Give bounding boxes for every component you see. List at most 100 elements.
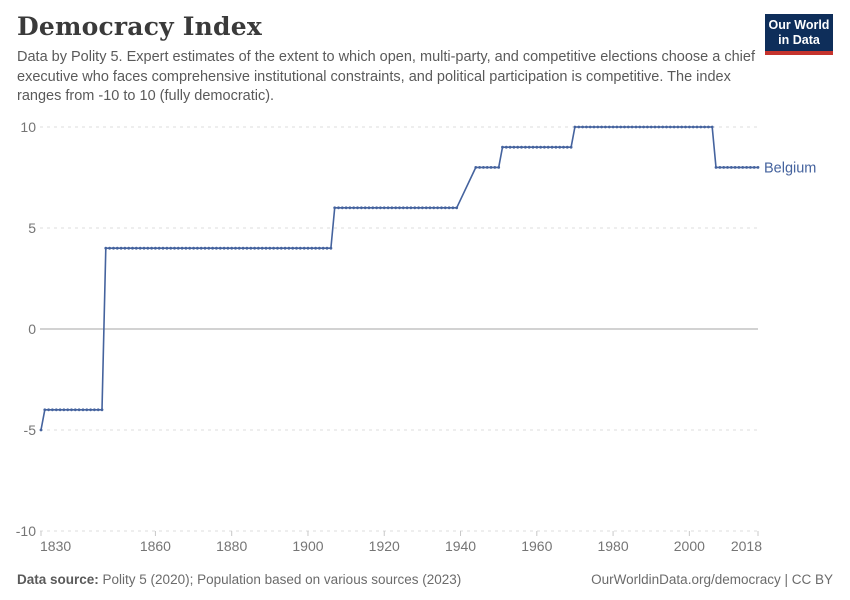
data-point xyxy=(642,125,645,129)
data-point xyxy=(451,206,455,210)
x-axis-label-1940: 1940 xyxy=(445,538,476,554)
x-axis-label-1880: 1880 xyxy=(216,538,247,554)
data-point xyxy=(638,125,642,129)
y-axis-label--5: -5 xyxy=(24,422,37,438)
data-point xyxy=(173,246,176,250)
data-point xyxy=(680,125,684,129)
data-point xyxy=(623,125,626,129)
data-point xyxy=(585,125,588,129)
y-axis-label-0: 0 xyxy=(28,321,36,337)
x-axis-label-1830: 1830 xyxy=(40,538,71,554)
data-point xyxy=(668,125,672,129)
data-point xyxy=(196,246,199,250)
data-point xyxy=(211,246,215,250)
data-point xyxy=(234,246,237,250)
data-point xyxy=(134,246,138,250)
owid-logo-line1: Our World xyxy=(768,18,830,32)
chart-subtitle: Data by Polity 5. Expert estimates of th… xyxy=(17,49,755,104)
data-point xyxy=(489,166,493,169)
data-point xyxy=(268,246,272,250)
data-point xyxy=(745,166,748,169)
series-line-belgium[interactable] xyxy=(40,126,758,431)
data-point xyxy=(478,166,481,169)
data-point xyxy=(596,125,600,129)
data-point xyxy=(611,125,615,129)
data-point xyxy=(726,166,729,169)
data-point xyxy=(138,246,142,250)
data-point xyxy=(573,125,577,129)
data-point xyxy=(516,145,520,149)
data-point xyxy=(100,408,104,412)
data-point xyxy=(93,408,96,412)
data-point xyxy=(550,145,554,149)
data-point xyxy=(222,246,226,250)
data-point xyxy=(169,246,173,250)
data-point xyxy=(157,246,161,250)
data-point xyxy=(154,246,157,250)
data-point xyxy=(729,166,733,169)
x-axis-label-1860: 1860 xyxy=(140,538,171,554)
data-point xyxy=(329,246,333,250)
data-point xyxy=(115,246,119,250)
data-point xyxy=(657,125,661,129)
data-point xyxy=(554,145,558,149)
data-source-text: Polity 5 (2020); Population based on var… xyxy=(98,572,462,587)
data-point xyxy=(245,246,249,250)
data-point xyxy=(665,125,668,129)
x-axis-label-2000: 2000 xyxy=(674,538,705,554)
data-point xyxy=(192,246,196,250)
data-point xyxy=(733,166,737,169)
data-point xyxy=(421,206,424,210)
data-point xyxy=(318,246,321,250)
data-point xyxy=(337,206,340,210)
data-point xyxy=(218,246,222,250)
data-point xyxy=(62,408,66,412)
data-point xyxy=(66,408,70,412)
data-point xyxy=(386,206,390,210)
data-point xyxy=(344,206,348,210)
data-point xyxy=(512,145,516,149)
data-point xyxy=(615,125,619,129)
data-point xyxy=(417,206,420,210)
data-point xyxy=(379,206,382,210)
data-point xyxy=(508,145,512,149)
data-point xyxy=(558,145,562,149)
data-point xyxy=(375,206,378,210)
data-point xyxy=(474,166,478,169)
data-point xyxy=(249,246,253,250)
x-axis-label-1980: 1980 xyxy=(597,538,628,554)
data-point xyxy=(348,206,352,210)
data-point xyxy=(688,125,691,129)
owid-logo: Our World in Data xyxy=(765,14,833,55)
data-point xyxy=(756,166,760,169)
data-point xyxy=(592,125,596,129)
x-axis-label-1960: 1960 xyxy=(521,538,552,554)
data-point xyxy=(485,166,489,169)
data-point xyxy=(543,145,546,149)
data-point xyxy=(70,408,73,412)
data-point xyxy=(291,246,295,250)
series-label-belgium[interactable]: Belgium xyxy=(764,160,816,176)
attribution-link[interactable]: OurWorldinData.org/democracy | CC BY xyxy=(591,572,833,587)
data-point xyxy=(455,206,459,210)
data-point xyxy=(142,246,146,250)
data-point xyxy=(272,246,275,250)
data-point xyxy=(161,246,165,250)
data-point xyxy=(703,125,706,129)
data-point xyxy=(81,408,85,412)
data-point xyxy=(260,246,264,250)
data-point xyxy=(749,166,752,169)
data-point xyxy=(287,246,291,250)
data-point xyxy=(283,246,287,250)
data-point xyxy=(356,206,359,210)
data-point xyxy=(253,246,256,250)
data-point xyxy=(112,246,115,250)
data-point xyxy=(409,206,413,210)
data-point xyxy=(653,125,657,129)
data-point xyxy=(600,125,603,129)
data-point xyxy=(707,125,710,129)
data-point xyxy=(405,206,409,210)
data-point xyxy=(413,206,417,210)
data-point xyxy=(203,246,207,250)
